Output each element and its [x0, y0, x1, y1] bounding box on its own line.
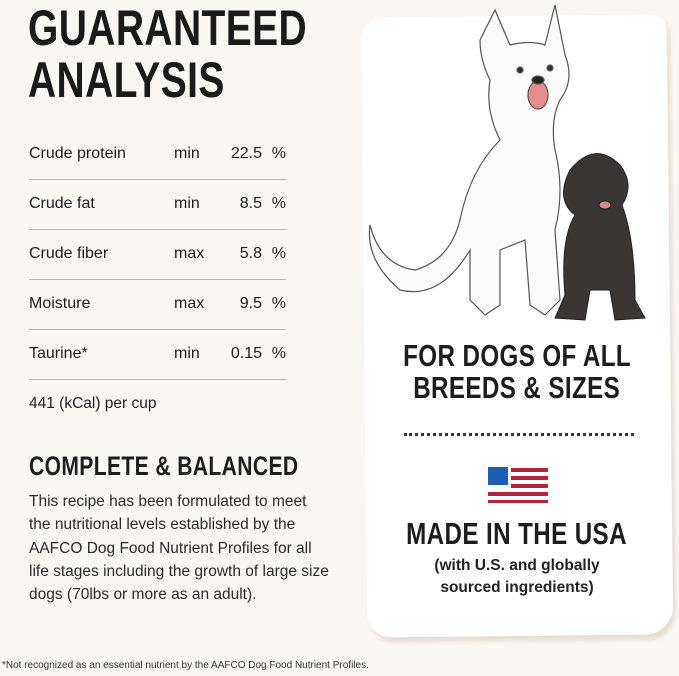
analysis-row: Crude fat min 8.5%	[29, 180, 286, 230]
us-flag-icon	[488, 467, 548, 503]
analysis-row: Taurine* min 0.15%	[29, 330, 286, 380]
analysis-nutrient: Crude protein	[29, 145, 126, 162]
sourced-line-1: (with U.S. and globally	[434, 557, 600, 574]
analysis-value: 5.8	[239, 245, 262, 262]
analysis-row: Moisture max 9.5%	[29, 280, 286, 330]
analysis-value: 9.5	[239, 295, 262, 312]
title-line-2: ANALYSIS	[28, 52, 225, 108]
analysis-unit: %	[271, 295, 286, 312]
for-dogs-line-1: FOR DOGS OF ALL	[403, 338, 631, 373]
analysis-unit: %	[271, 195, 286, 212]
white-dog-icon	[368, 4, 570, 316]
analysis-row: Crude fiber max 5.8%	[29, 230, 286, 280]
analysis-qualifier: max	[174, 245, 205, 262]
flag-stripe	[511, 484, 548, 488]
made-in-usa-heading: MADE IN THE USA	[364, 516, 670, 552]
for-dogs-line-2: BREEDS & SIZES	[413, 370, 621, 405]
page-title: GUARANTEED ANALYSIS	[28, 2, 307, 106]
footnote: *Not recognized as an essential nutrient…	[2, 660, 369, 671]
made-in-usa-text: MADE IN THE USA	[406, 516, 628, 551]
analysis-row: Crude protein min 22.5%	[29, 130, 286, 180]
analysis-nutrient: Moisture	[29, 295, 91, 312]
flag-stripe	[511, 468, 548, 472]
complete-heading: COMPLETE & BALANCED	[29, 451, 299, 481]
analysis-qualifier: max	[174, 295, 205, 312]
analysis-unit: %	[271, 145, 286, 162]
analysis-qualifier: min	[174, 195, 200, 212]
analysis-unit: %	[271, 345, 286, 362]
dotted-divider	[404, 433, 634, 436]
complete-text: This recipe has been formulated to meet …	[29, 493, 329, 604]
flag-stripe	[511, 476, 548, 480]
analysis-qualifier: min	[174, 345, 200, 362]
analysis-value: 22.5	[230, 145, 262, 162]
flag-stripe	[488, 500, 548, 503]
analysis-value: 8.5	[239, 195, 262, 212]
analysis-qualifier: min	[174, 145, 200, 162]
analysis-nutrient: Crude fat	[29, 195, 95, 212]
for-dogs-heading: FOR DOGS OF ALL BREEDS & SIZES	[364, 340, 670, 404]
analysis-nutrient: Taurine*	[29, 345, 88, 362]
analysis-value: 0.15	[230, 345, 262, 362]
dogs-illustration	[368, 4, 646, 321]
analysis-unit: %	[271, 245, 286, 262]
analysis-nutrient: Crude fiber	[29, 245, 109, 262]
flag-stripe	[488, 492, 548, 496]
sourced-line-2: sourced ingredients)	[440, 579, 594, 596]
sourced-note: (with U.S. and globally sourced ingredie…	[364, 555, 670, 599]
title-line-1: GUARANTEED	[28, 0, 308, 56]
calories: 441 (kCal) per cup	[29, 395, 157, 412]
black-dog-icon	[554, 153, 646, 321]
